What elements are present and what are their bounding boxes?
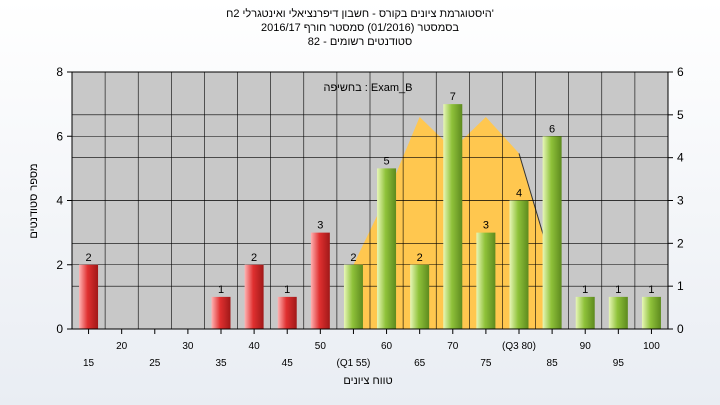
data-label: 1 xyxy=(284,284,290,296)
bar xyxy=(310,232,330,329)
x-tick-label: 95 xyxy=(613,358,625,369)
x-tick-label: 75 xyxy=(480,358,492,369)
data-label: 2 xyxy=(417,252,423,264)
y-tick-label: 4 xyxy=(56,194,63,208)
x-tick-label: 70 xyxy=(447,341,459,352)
y2-tick-label: 1 xyxy=(677,279,684,293)
y2-tick-label: 4 xyxy=(677,151,684,165)
y-tick-label: 0 xyxy=(56,322,63,336)
data-label: 3 xyxy=(483,220,489,232)
data-label: 1 xyxy=(648,284,654,296)
data-label: 2 xyxy=(251,252,257,264)
x-tick-label: 45 xyxy=(282,358,294,369)
bar xyxy=(443,104,463,329)
label-layer: 2 1 2 1 3 2 5 2 7 3 4 6 1 1 1 xyxy=(85,91,654,296)
bar xyxy=(542,136,562,329)
bar xyxy=(343,264,363,329)
chart-title-line-3: 82 - סטודנטים רשומים xyxy=(307,36,413,48)
data-label: 2 xyxy=(85,252,91,264)
x-axis-label: טווח ציונים xyxy=(343,375,392,387)
x-tick-label: 15 xyxy=(83,358,95,369)
data-label: 7 xyxy=(450,91,456,103)
y-axis-label: מספר סטודנטים xyxy=(28,163,40,238)
x-tick-label: 40 xyxy=(249,341,261,352)
y2-tick-label: 6 xyxy=(677,65,684,79)
data-label: 6 xyxy=(549,123,555,135)
x-tick-label: (Q1 55) xyxy=(336,358,370,369)
y-tick-label: 6 xyxy=(56,129,63,143)
data-label: 1 xyxy=(582,284,588,296)
bar xyxy=(377,168,397,329)
bar xyxy=(608,296,628,329)
bar-layer xyxy=(79,104,661,329)
x-tick-label: 60 xyxy=(381,341,393,352)
x-tick-label: (Q3 80) xyxy=(502,341,536,352)
data-label: 1 xyxy=(615,284,621,296)
y2-tick-label: 3 xyxy=(677,194,684,208)
x-tick-label: 30 xyxy=(182,341,194,352)
bar xyxy=(244,264,264,329)
chart-title-line-2: בסמסטר (01/2016) סמסטר חורף 2016/17 xyxy=(260,22,460,34)
bar xyxy=(410,264,430,329)
x-tick-label: 50 xyxy=(315,341,327,352)
x-tick-label: 20 xyxy=(116,341,128,352)
chart-title-line-1: היסטוגרמת ציונים בקורס - חשבון דיפרנציאל… xyxy=(226,8,494,20)
bar xyxy=(277,296,297,329)
bar xyxy=(641,296,661,329)
bar xyxy=(476,232,496,329)
data-label: 1 xyxy=(218,284,224,296)
data-label: 2 xyxy=(350,252,356,264)
y2-tick-label: 5 xyxy=(677,108,684,122)
bar xyxy=(79,264,99,329)
x-tick-label: 65 xyxy=(414,358,426,369)
x-tick-label: 100 xyxy=(643,341,660,352)
y2-tick-label: 0 xyxy=(677,322,684,336)
x-tick-label: 35 xyxy=(215,358,227,369)
bar xyxy=(575,296,595,329)
y2-tick-label: 2 xyxy=(677,236,684,250)
x-tick-label: 90 xyxy=(580,341,592,352)
x-tick-label: 25 xyxy=(149,358,161,369)
y-tick-label: 8 xyxy=(56,65,63,79)
y-tick-label: 2 xyxy=(56,258,63,272)
bar xyxy=(211,296,231,329)
bar xyxy=(509,200,529,329)
data-label: 3 xyxy=(317,220,323,232)
x-tick-label: 85 xyxy=(547,358,559,369)
chart-annotation: בחשיפה : Exam_B xyxy=(324,82,413,94)
data-label: 4 xyxy=(516,188,522,200)
data-label: 5 xyxy=(383,155,389,167)
